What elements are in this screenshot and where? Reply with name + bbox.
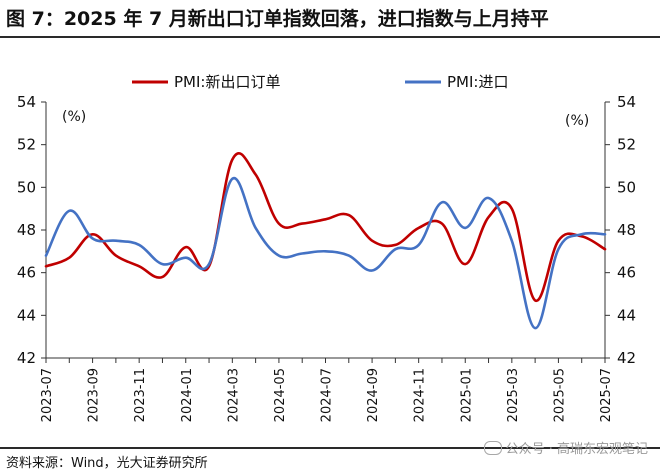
x-tick-label: 2025-03 — [506, 368, 521, 422]
series-line-1 — [44, 152, 607, 302]
x-tick-label: 2023-07 — [40, 368, 55, 422]
y-tick-label-right: 48 — [617, 221, 636, 239]
x-tick-label: 2024-09 — [366, 368, 381, 422]
x-tick-label: 2024-05 — [273, 368, 288, 422]
source-note: 资料来源：Wind，光大证券研究所 — [6, 456, 208, 471]
x-tick-label: 2024-01 — [180, 368, 195, 422]
y-tick-label-right: 50 — [617, 178, 636, 196]
y-tick-label-left: 50 — [17, 178, 36, 196]
y-tick-label-left: 44 — [17, 306, 36, 324]
y-unit-right: (%) — [565, 113, 589, 129]
y-unit-left: (%) — [62, 109, 86, 125]
y-tick-label-right: 46 — [617, 264, 636, 282]
x-tick-label: 2024-11 — [413, 368, 428, 422]
title-divider — [0, 36, 660, 38]
chart-title: 图 7：2025 年 7 月新出口订单指数回落，进口指数与上月持平 — [6, 8, 549, 30]
watermark-text: 公众号 · 高瑞东宏观笔记 — [505, 442, 648, 457]
y-tick-label-right: 42 — [617, 349, 636, 367]
x-tick-label: 2025-07 — [599, 368, 614, 422]
y-tick-label-left: 52 — [17, 136, 36, 154]
x-tick-label: 2023-09 — [87, 368, 102, 422]
watermark: 公众号 · 高瑞东宏观笔记 — [483, 438, 648, 457]
x-tick-label: 2025-05 — [552, 368, 567, 422]
y-tick-label-left: 48 — [17, 221, 36, 239]
y-tick-label-right: 54 — [617, 93, 636, 111]
y-tick-label-right: 52 — [617, 136, 636, 154]
chart-axes: 42 42 44 44 46 46 48 48 50 50 52 52 54 54 2023-07 2023-… — [17, 93, 636, 422]
x-tick-label: 2024-03 — [226, 368, 241, 422]
y-tick-label-left: 46 — [17, 264, 36, 282]
legend-label-2: PMI:进口 — [447, 73, 508, 91]
series-layer — [44, 152, 607, 330]
series-line-2 — [44, 177, 607, 330]
y-tick-label-left: 42 — [17, 349, 36, 367]
x-tick-label: 2023-11 — [133, 368, 148, 422]
wechat-icon — [483, 440, 502, 455]
footer-divider — [0, 447, 660, 449]
x-tick-label: 2024-07 — [320, 368, 335, 422]
chart-legend: PMI:新出口订单 PMI:进口 — [132, 73, 508, 91]
x-tick-label: 2025-01 — [459, 368, 474, 422]
y-tick-label-left: 54 — [17, 93, 36, 111]
y-tick-label-right: 44 — [617, 306, 636, 324]
line-chart: 42 42 44 44 46 46 48 48 50 50 52 52 54 54 2023-07 2023-… — [17, 73, 636, 422]
legend-label-1: PMI:新出口订单 — [174, 73, 280, 91]
